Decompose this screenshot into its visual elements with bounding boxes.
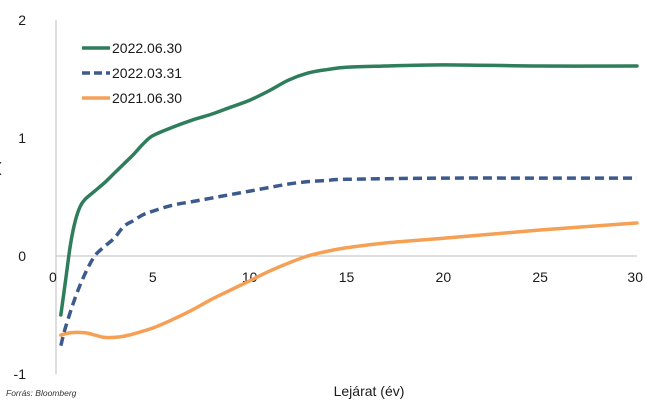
x-tick-label: 5 xyxy=(149,269,157,285)
x-tick-label: 0 xyxy=(49,269,57,285)
series-line-2021-06-30 xyxy=(59,221,639,340)
legend-label: 2022.06.30 xyxy=(112,40,182,56)
y-tick-label: 0 xyxy=(18,248,26,264)
series-line-2022-03-31 xyxy=(59,176,637,347)
legend: 2022.06.30 2022.03.31 2021.06.30 xyxy=(82,40,182,106)
y-axis-label-fragment: ( xyxy=(0,159,2,175)
y-tick-labels: -1 0 1 2 xyxy=(14,12,27,382)
series-layer xyxy=(59,63,639,347)
x-tick-label: 20 xyxy=(436,269,452,285)
x-axis-label: Lejárat (év) xyxy=(334,383,405,399)
x-tick-label: 30 xyxy=(627,269,643,285)
y-tick-label: 1 xyxy=(18,130,26,146)
x-tick-label: 25 xyxy=(532,269,548,285)
series-line-2022-06-30 xyxy=(59,63,639,317)
axes xyxy=(55,20,637,374)
y-tick-label: -1 xyxy=(14,366,27,382)
y-tick-label: 2 xyxy=(18,12,26,28)
x-tick-label: 15 xyxy=(339,269,355,285)
legend-label: 2022.03.31 xyxy=(112,65,182,81)
x-tick-labels: 0 5 10 15 20 25 30 xyxy=(49,269,643,285)
legend-label: 2021.06.30 xyxy=(112,90,182,106)
source-note: Forrás: Bloomberg xyxy=(6,388,77,398)
